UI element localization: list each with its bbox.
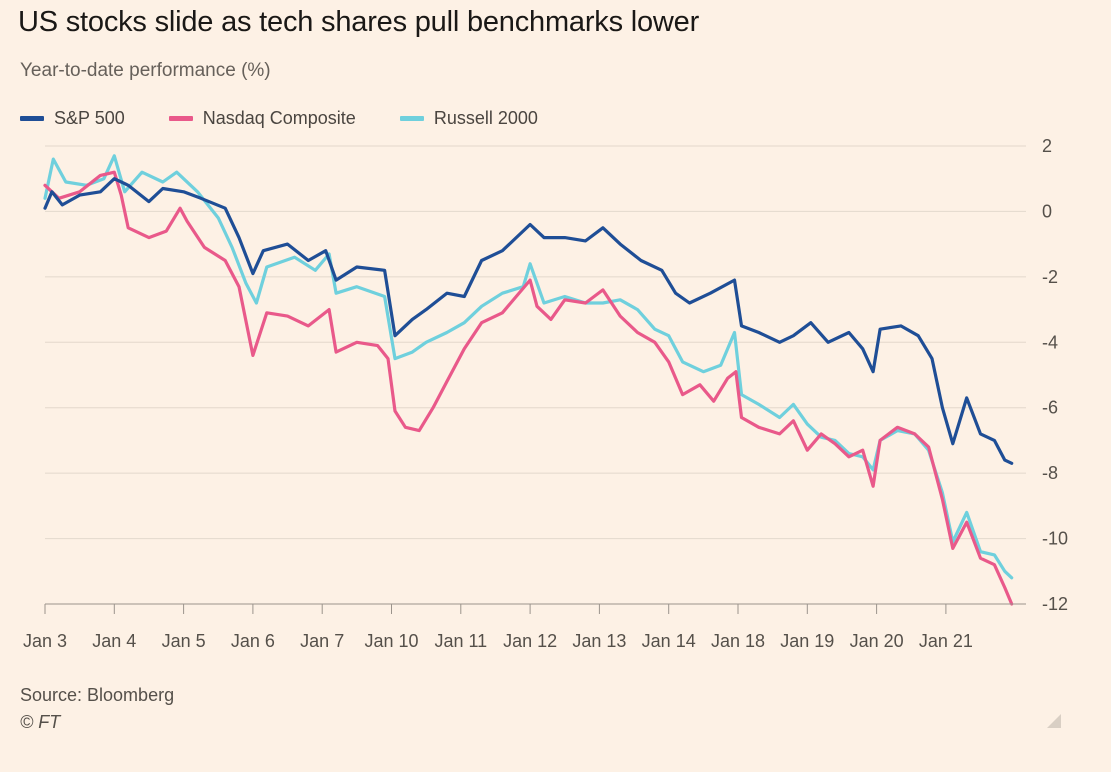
legend-swatch-russell xyxy=(399,116,424,121)
legend-item-russell: Russell 2000 xyxy=(399,108,538,129)
x-tick-label: Jan 18 xyxy=(711,631,765,651)
series-line-nasdaq xyxy=(43,170,1014,606)
x-tick-label: Jan 4 xyxy=(92,631,136,651)
x-tick-label: Jan 6 xyxy=(231,631,275,651)
series-layer xyxy=(43,154,1014,606)
x-tick-label: Jan 20 xyxy=(850,631,904,651)
series-line-russell xyxy=(43,154,1014,580)
legend-swatch-sp500 xyxy=(20,116,44,121)
legend-label-russell: Russell 2000 xyxy=(433,108,538,128)
y-tick-label: -8 xyxy=(1042,463,1058,483)
legend-label-sp500: S&P 500 xyxy=(54,108,125,128)
legend-swatch-nasdaq xyxy=(168,116,193,121)
y-tick-label: -2 xyxy=(1042,267,1058,287)
chart-subtitle: Year-to-date performance (%) xyxy=(20,60,271,81)
legend-label-nasdaq: Nasdaq Composite xyxy=(202,108,356,128)
x-tick-label: Jan 10 xyxy=(364,631,418,651)
y-tick-label: 2 xyxy=(1042,136,1052,156)
y-tick-label: -10 xyxy=(1042,529,1068,549)
chart-title: US stocks slide as tech shares pull benc… xyxy=(18,6,700,38)
x-tick-label: Jan 3 xyxy=(23,631,67,651)
series-line-sp500 xyxy=(43,177,1014,465)
x-tick-label: Jan 11 xyxy=(434,631,487,651)
axis-layer: 2 0 -2 -4 -6 -8 -10 -12 Jan 3 Jan 4 Jan 5 Jan 6 Jan … xyxy=(23,136,1068,651)
legend: S&P 500 Nasdaq Composite Russell 2000 xyxy=(20,108,582,129)
y-tick-label: 0 xyxy=(1042,201,1052,221)
y-tick-label: -4 xyxy=(1042,332,1058,352)
x-tick-label: Jan 7 xyxy=(300,631,344,651)
x-tick-label: Jan 21 xyxy=(919,631,973,651)
ft-credit: © FT xyxy=(20,712,61,732)
y-tick-label: -6 xyxy=(1042,398,1058,418)
resize-handle-icon xyxy=(1047,714,1061,728)
legend-item-sp500: S&P 500 xyxy=(20,108,125,129)
x-tick-label: Jan 12 xyxy=(503,631,557,651)
source-note: Source: Bloomberg xyxy=(20,685,175,705)
x-tick-label: Jan 5 xyxy=(162,631,206,651)
x-tick-label: Jan 13 xyxy=(572,631,626,651)
x-tick-label: Jan 19 xyxy=(780,631,834,651)
legend-item-nasdaq: Nasdaq Composite xyxy=(168,108,356,129)
x-tick-label: Jan 14 xyxy=(642,631,696,651)
y-tick-label: -12 xyxy=(1042,594,1068,614)
